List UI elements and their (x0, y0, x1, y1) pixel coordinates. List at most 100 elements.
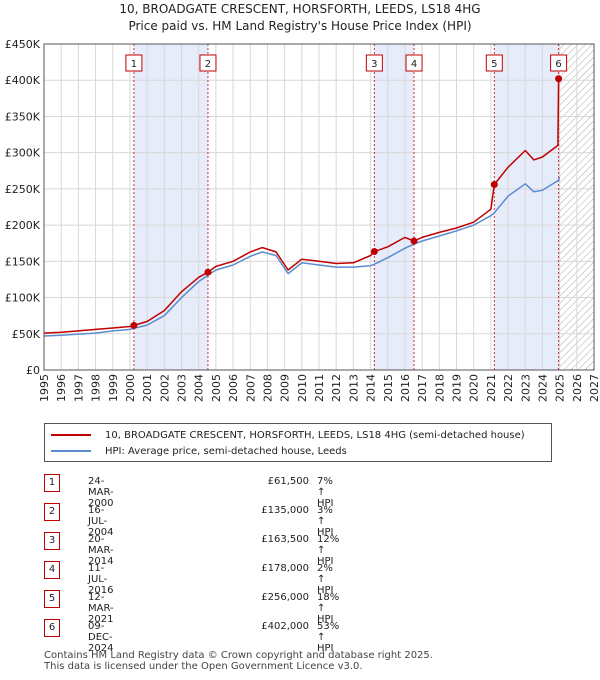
x-tick-label: 2009 (279, 374, 292, 402)
x-tick-label: 2010 (296, 374, 309, 402)
x-tick-label: 2013 (347, 374, 360, 402)
transaction-date: 16-JUL-2004 (88, 505, 114, 538)
transaction-date: 11-JUL-2016 (88, 563, 114, 596)
legend: 10, BROADGATE CRESCENT, HORSFORTH, LEEDS… (44, 423, 552, 462)
legend-swatch-property (51, 434, 91, 436)
sale-point (410, 237, 418, 245)
x-tick-label: 2014 (365, 374, 378, 402)
x-tick-label: 2008 (261, 374, 274, 402)
sale-label-box (365, 54, 383, 72)
sale-point (490, 181, 498, 189)
transaction-hpi-change: 7% ↑ HPI (317, 476, 334, 509)
transaction-price: £402,000 (261, 621, 309, 632)
transaction-date: 20-MAR-2014 (88, 534, 114, 567)
price-chart: 1 2 3 4 5 6 £0 £50K £100K £150K £200K £250K £300K £3… (5, 38, 600, 402)
x-tick-label: 2021 (485, 374, 498, 402)
x-tick-label: 2005 (210, 374, 223, 402)
holding-period-shade (133, 44, 208, 370)
transaction-hpi-change: 53% ↑ HPI (317, 621, 340, 654)
x-tick-label: 2018 (433, 374, 446, 402)
x-tick-label: 2024 (536, 374, 549, 402)
transaction-hpi-change: 3% ↑ HPI (317, 505, 334, 538)
footer-licence: This data is licensed under the Open Gov… (44, 661, 363, 672)
transaction-number: 6 (44, 619, 60, 637)
x-tick-label: 2015 (382, 374, 395, 402)
x-tick-label: 2002 (158, 374, 171, 402)
transaction-price: £163,500 (261, 534, 309, 545)
x-tick-label: 1996 (55, 374, 68, 402)
legend-label-hpi: HPI: Average price, semi-detached house,… (105, 445, 347, 457)
legend-label-property: 10, BROADGATE CRESCENT, HORSFORTH, LEEDS… (105, 429, 525, 441)
y-tick-label: £0 (26, 364, 40, 377)
sale-point (555, 75, 563, 83)
sale-label-box (125, 54, 143, 72)
x-tick-label: 2006 (227, 374, 240, 402)
transaction-date: 24-MAR-2000 (88, 476, 114, 509)
x-tick-label: 2007 (244, 374, 257, 402)
x-tick-label: 2017 (416, 374, 429, 402)
sale-label-box (405, 54, 423, 72)
y-tick-label: £400K (5, 74, 41, 87)
sale-point (130, 321, 138, 329)
holding-period-shade (374, 44, 415, 370)
plot-border (43, 43, 595, 371)
x-tick-label: 2022 (502, 374, 515, 402)
transaction-hpi-change: 18% ↑ HPI (317, 592, 340, 625)
x-tick-label: 2019 (451, 374, 464, 402)
y-tick-label: £300K (5, 147, 41, 160)
transaction-price: £256,000 (261, 592, 309, 603)
y-tick-label: £150K (5, 255, 41, 268)
x-tick-label: 2027 (588, 374, 600, 402)
transaction-date: 09-DEC-2024 (88, 621, 114, 654)
x-tick-label: 2016 (399, 374, 412, 402)
x-tick-label: 2023 (519, 374, 532, 402)
transaction-price: £178,000 (261, 563, 309, 574)
x-tick-label: 1998 (90, 374, 103, 402)
x-tick-label: 2004 (193, 374, 206, 402)
x-tick-label: 2020 (468, 374, 481, 402)
transaction-number: 1 (44, 474, 60, 492)
sale-point (370, 248, 378, 256)
transaction-number: 2 (44, 503, 60, 521)
sale-label-box (485, 54, 503, 72)
chart-title-line-2: Price paid vs. HM Land Registry's House … (128, 19, 472, 33)
transaction-number: 5 (44, 590, 60, 608)
sale-label-box (199, 54, 217, 72)
transaction-hpi-change: 12% ↑ HPI (317, 534, 340, 567)
legend-swatch-hpi (51, 450, 91, 452)
sale-label-number: 6 (555, 59, 561, 70)
holding-period-shade (494, 44, 559, 370)
property-series-line (43, 76, 561, 334)
y-tick-label: £450K (5, 38, 41, 51)
x-tick-label: 1995 (38, 374, 51, 402)
y-tick-label: £350K (5, 110, 41, 123)
x-tick-label: 2026 (571, 374, 584, 402)
transaction-price: £135,000 (261, 505, 309, 516)
y-tick-label: £200K (5, 219, 41, 232)
footer-copyright: Contains HM Land Registry data © Crown c… (44, 650, 433, 661)
transaction-hpi-change: 2% ↑ HPI (317, 563, 334, 596)
transaction-number: 4 (44, 561, 60, 579)
x-tick-label: 1997 (72, 374, 85, 402)
x-tick-label: 2000 (124, 374, 137, 402)
sale-point (204, 268, 212, 276)
sale-label-number: 4 (411, 59, 417, 70)
sale-label-box (550, 54, 568, 72)
x-tick-label: 2011 (313, 374, 326, 402)
sale-label-number: 1 (131, 59, 137, 70)
sale-label-number: 2 (205, 59, 211, 70)
x-tick-label: 2025 (554, 374, 567, 402)
x-tick-label: 2012 (330, 374, 343, 402)
transaction-price: £61,500 (267, 476, 309, 487)
x-tick-label: 2003 (176, 374, 189, 402)
hpi-series-line (43, 177, 561, 337)
x-tick-label: 2001 (141, 374, 154, 402)
legend-item-property: 10, BROADGATE CRESCENT, HORSFORTH, LEEDS… (51, 427, 525, 443)
y-tick-label: £100K (5, 292, 41, 305)
transaction-date: 12-MAR-2021 (88, 592, 114, 625)
sale-label-number: 5 (491, 59, 497, 70)
sale-label-number: 3 (371, 59, 377, 70)
chart-title-line-1: 10, BROADGATE CRESCENT, HORSFORTH, LEEDS… (119, 2, 481, 16)
transaction-number: 3 (44, 532, 60, 550)
y-tick-label: £50K (12, 328, 41, 341)
